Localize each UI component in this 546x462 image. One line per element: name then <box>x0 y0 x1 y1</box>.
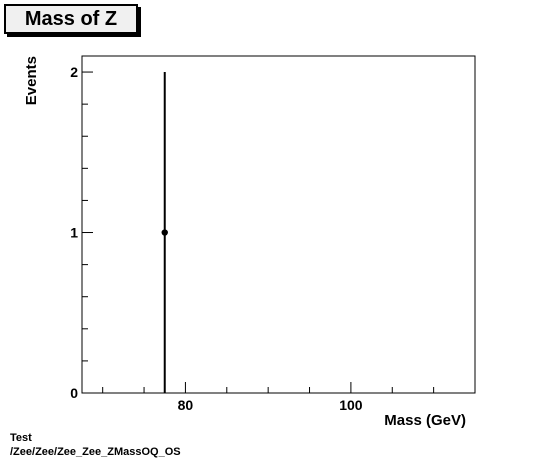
data-point <box>161 229 168 236</box>
chart-title: Mass of Z <box>4 4 138 34</box>
footer-line-1: Test <box>10 432 32 444</box>
y-tick-label: 2 <box>70 64 78 80</box>
x-tick-label: 80 <box>178 397 194 413</box>
x-tick-label: 100 <box>339 397 363 413</box>
plot-frame <box>81 55 476 394</box>
x-axis-label: Mass (GeV) <box>384 412 466 429</box>
y-axis-label: Events <box>23 56 40 105</box>
y-tick-label: 1 <box>70 225 78 241</box>
footer-line-2: /Zee/Zee/Zee_Zee_ZMassOQ_OS <box>10 446 181 458</box>
y-tick-label: 0 <box>70 385 78 401</box>
